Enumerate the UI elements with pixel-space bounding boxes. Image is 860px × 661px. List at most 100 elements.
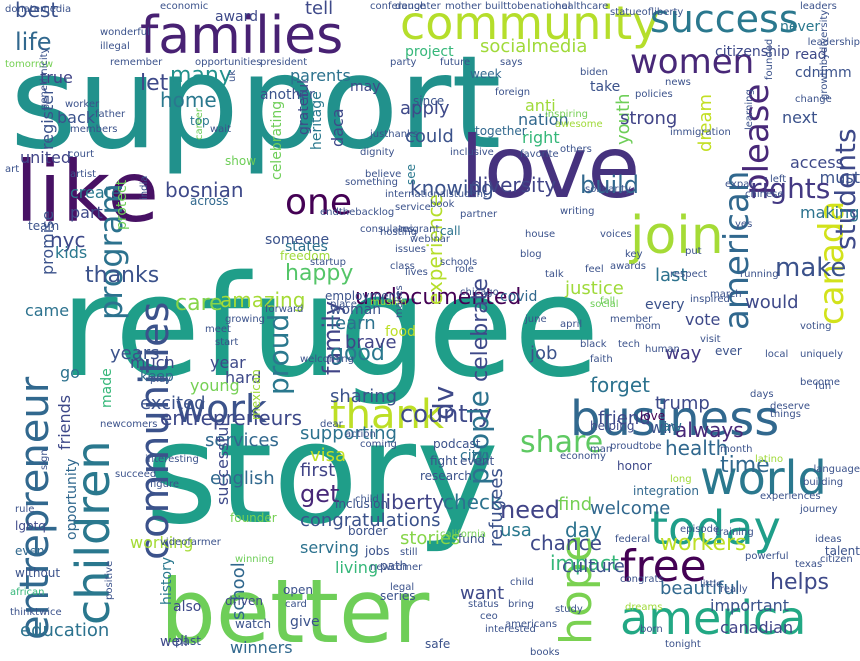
cloud-word: chinese (745, 189, 784, 200)
cloud-word: dv (427, 385, 460, 420)
cloud-word: members (70, 124, 118, 135)
cloud-word: positive (104, 560, 115, 600)
cloud-word: proud (262, 313, 295, 395)
cloud-word: expat (725, 179, 754, 190)
cloud-word: newcomer (370, 562, 423, 573)
cloud-word: status (468, 599, 499, 610)
cloud-word: amazing (220, 288, 306, 312)
cloud-word: living (335, 558, 379, 577)
cloud-word: today (650, 501, 781, 555)
cloud-word: growthbydiversity (819, 9, 830, 100)
cloud-word: favorite (520, 149, 559, 160)
cloud-word: foreign (495, 87, 531, 98)
cloud-word: one (285, 182, 352, 223)
cloud-word: back (57, 108, 96, 127)
cloud-word: proudtobe (610, 441, 662, 452)
cloud-word: talk (545, 269, 564, 280)
cloud-word: entrepreneurs (160, 406, 302, 430)
cloud-word: uk (227, 69, 238, 82)
cloud-word: working (130, 533, 194, 552)
cloud-word: helps (770, 570, 830, 595)
cloud-word: families (140, 6, 344, 66)
cloud-word: parents (290, 66, 351, 85)
cloud-word: justhanks (370, 129, 419, 140)
cloud-word: genethnicity (39, 47, 50, 110)
cloud-word: watch (235, 617, 272, 631)
cloud-word: share (520, 425, 604, 460)
cloud-word: find (558, 494, 593, 515)
cloud-word: together (475, 124, 527, 138)
cloud-word: woman (330, 302, 382, 318)
cloud-word: powerful (745, 551, 789, 562)
cloud-word: diversity (470, 173, 557, 197)
cloud-word: want (460, 583, 505, 604)
cloud-word: freedom (280, 249, 331, 263)
cloud-word: tech (618, 339, 640, 350)
cloud-word: talent (824, 544, 860, 558)
cloud-word: states (285, 239, 328, 255)
cloud-word: love (460, 118, 641, 218)
cloud-word: days (750, 389, 774, 400)
cloud-word: play (150, 374, 172, 385)
cloud-word: hard (225, 368, 262, 387)
cloud-word: celebrating (269, 100, 285, 180)
cloud-word: inspired (690, 294, 730, 305)
cloud-word: community (400, 0, 660, 50)
cloud-word: english (210, 468, 275, 489)
cloud-word: internationalstudent (385, 189, 487, 200)
cloud-word: series (380, 589, 416, 603)
cloud-word: books (530, 647, 560, 658)
cloud-word: excited (140, 393, 206, 414)
cloud-word: first (300, 460, 336, 481)
cloud-word: chicago (460, 287, 499, 298)
cloud-word: opportunities (195, 57, 262, 68)
cloud-word: brave (345, 332, 397, 353)
cloud-word: founded (764, 38, 775, 80)
cloud-word: covid (500, 289, 538, 305)
cloud-word: across (190, 194, 229, 208)
cloud-word: last (655, 265, 688, 286)
cloud-word: journey (800, 504, 838, 515)
cloud-word: career (194, 108, 205, 140)
cloud-word: believe (365, 169, 402, 180)
cloud-word: congrats (620, 574, 664, 585)
cloud-word: social (590, 299, 619, 310)
cloud-word: founder (230, 511, 277, 525)
cloud-word: awards (610, 261, 646, 272)
cloud-word: african (10, 587, 45, 598)
cloud-word: serving (300, 538, 359, 557)
cloud-word: startup (310, 257, 346, 268)
cloud-word: canadian (720, 618, 794, 637)
cloud-word: child (510, 577, 534, 588)
cloud-word: donatemedia (5, 4, 72, 15)
cloud-word: meet (205, 324, 231, 335)
cloud-word: america (620, 591, 807, 645)
cloud-word: service (395, 202, 431, 213)
cloud-word: economy (560, 451, 606, 462)
cloud-word: daca (328, 108, 347, 147)
cloud-word: language (813, 464, 860, 475)
cloud-word: never (780, 19, 821, 35)
cloud-word: partner (460, 209, 498, 220)
cloud-word: love (640, 409, 666, 423)
cloud-word: socialmedia (480, 36, 588, 57)
cloud-word: citizenship (715, 44, 790, 60)
cloud-word: always (675, 418, 744, 442)
cloud-word: services (205, 430, 279, 451)
cloud-word: years (110, 343, 160, 364)
cloud-word: sharing (330, 386, 398, 407)
cloud-word: remember (110, 57, 163, 68)
cloud-word: many (170, 63, 232, 88)
cloud-word: someone (265, 232, 330, 248)
cloud-word: way (665, 343, 702, 364)
cloud-word: father (95, 109, 126, 120)
cloud-word: black (580, 339, 607, 350)
cloud-word: episode (680, 524, 720, 535)
cloud-word: respect (670, 269, 708, 280)
cloud-word: citizen (820, 554, 853, 565)
cloud-word: helping (590, 419, 635, 433)
cloud-word: business (570, 391, 780, 447)
cloud-word: important (710, 596, 790, 615)
cloud-word: consulates (360, 224, 414, 235)
cloud-word: really (720, 584, 748, 595)
